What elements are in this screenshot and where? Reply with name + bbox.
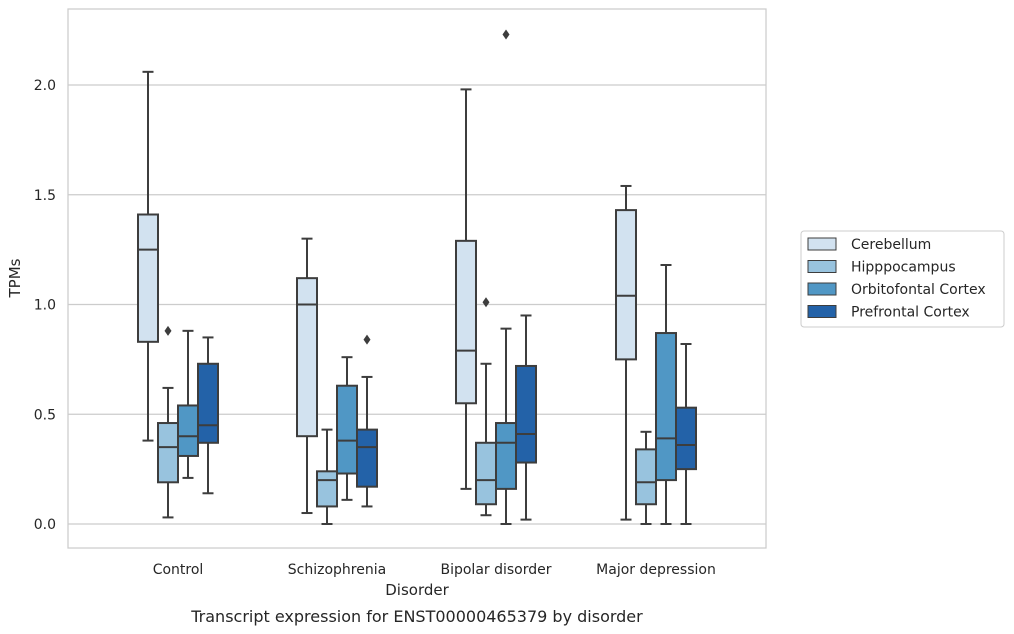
box-iqr — [197, 362, 219, 444]
box-2-0 — [455, 88, 477, 490]
box-iqr — [455, 239, 477, 405]
outlier-point — [164, 325, 172, 336]
box-2-3 — [515, 314, 537, 521]
box-3-3 — [675, 343, 697, 525]
box-iqr — [296, 277, 318, 438]
box-3-0 — [615, 184, 637, 521]
x-tick-label: Major depression — [596, 562, 716, 578]
box-iqr — [475, 441, 497, 506]
box-iqr — [615, 209, 637, 361]
box-2-1 — [475, 297, 497, 517]
y-tick-label: 1.5 — [34, 188, 56, 204]
legend-swatch — [807, 237, 837, 251]
box-iqr — [655, 332, 677, 482]
outlier-point — [363, 334, 371, 345]
outlier-point — [482, 297, 490, 308]
box-0-3 — [197, 336, 219, 495]
x-tick-label: Control — [153, 562, 204, 578]
box-1-2 — [336, 356, 358, 501]
legend-frame — [800, 230, 1005, 328]
box-1-1 — [316, 428, 338, 525]
legend: Cerebellum Hipppocampus Orbitofontal Corte… — [800, 230, 1005, 328]
legend-swatch — [807, 260, 837, 273]
outlier-point — [502, 29, 510, 40]
box-iqr — [177, 404, 199, 457]
box-0-1 — [157, 325, 179, 519]
box-2-2 — [495, 29, 517, 525]
box-iqr — [316, 470, 338, 508]
x-tick-label: Schizophrenia — [288, 562, 386, 578]
legend-label: Orbitofontal Cortex — [851, 282, 986, 298]
y-tick-label: 1.0 — [34, 298, 56, 314]
y-tick-label: 2.0 — [34, 78, 56, 94]
legend-label: Prefrontal Cortex — [851, 305, 970, 321]
x-axis: Control Schizophrenia Bipolar disorder Majo… — [153, 562, 716, 578]
y-axis: 0.0 0.5 1.0 1.5 2.0 — [34, 78, 56, 533]
box-0-0 — [137, 70, 159, 442]
box-1-3 — [356, 334, 378, 508]
y-axis-label: TPMs — [6, 258, 24, 298]
y-tick-label: 0.0 — [34, 517, 56, 533]
box-iqr — [635, 448, 657, 506]
legend-label: Cerebellum — [851, 237, 931, 253]
legend-swatch — [807, 305, 837, 318]
box-1-0 — [296, 237, 318, 515]
legend-label: Hipppocampus — [851, 260, 956, 276]
box-iqr — [336, 384, 358, 475]
box-iqr — [675, 406, 697, 471]
x-axis-label: Disorder — [385, 581, 449, 599]
box-iqr — [137, 213, 159, 343]
box-groups — [137, 29, 697, 525]
box-3-2 — [655, 263, 677, 525]
box-iqr — [515, 364, 537, 464]
y-tick-label: 0.5 — [34, 407, 56, 423]
box-iqr — [495, 422, 517, 490]
legend-swatch — [807, 282, 837, 296]
plot-area-frame — [67, 8, 767, 549]
box-iqr — [356, 428, 378, 488]
x-tick-label: Bipolar disorder — [440, 562, 551, 578]
chart-caption: Transcript expression for ENST0000046537… — [190, 607, 643, 626]
box-iqr — [157, 422, 179, 484]
